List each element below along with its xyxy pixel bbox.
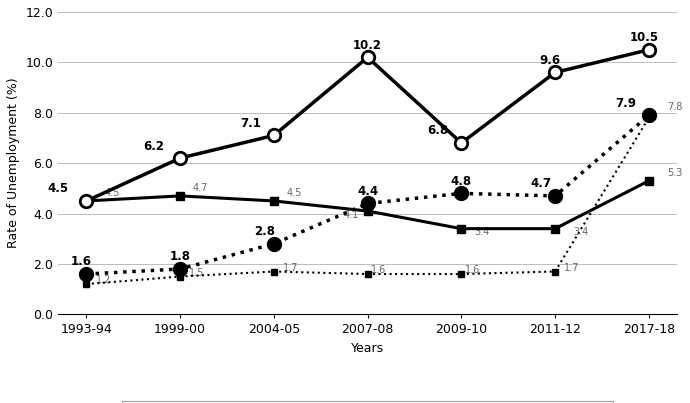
Text: 6.8: 6.8 (427, 125, 449, 137)
Text: 4.5: 4.5 (48, 183, 69, 195)
X-axis label: Years: Years (351, 342, 384, 355)
Text: 9.6: 9.6 (540, 54, 561, 67)
Text: 5.3: 5.3 (667, 168, 683, 178)
Text: 7.1: 7.1 (240, 117, 261, 130)
Text: 3.4: 3.4 (574, 227, 589, 237)
Text: 4.8: 4.8 (451, 175, 472, 188)
Text: 1.6: 1.6 (465, 265, 480, 275)
Text: 1.7: 1.7 (564, 263, 580, 273)
Text: 1.6: 1.6 (371, 265, 386, 275)
Text: 10.5: 10.5 (629, 31, 659, 44)
Text: 1.6: 1.6 (71, 256, 92, 268)
Text: 4.5: 4.5 (287, 189, 302, 198)
Text: 1.2: 1.2 (95, 275, 111, 285)
Text: 2.8: 2.8 (254, 225, 275, 238)
Text: 3.4: 3.4 (474, 227, 490, 237)
Text: 4.1: 4.1 (343, 210, 358, 220)
Text: 6.2: 6.2 (144, 139, 164, 153)
Legend: North-East (R), North-East (U), India (R), India (U): North-East (R), North-East (U), India (R… (122, 401, 613, 403)
Text: 4.4: 4.4 (357, 185, 378, 198)
Y-axis label: Rate of Unemployment (%): Rate of Unemployment (%) (7, 78, 20, 249)
Text: 7.9: 7.9 (615, 97, 636, 110)
Text: 4.7: 4.7 (531, 177, 551, 190)
Text: 7.8: 7.8 (667, 102, 683, 112)
Text: 4.7: 4.7 (193, 183, 208, 193)
Text: 4.5: 4.5 (105, 189, 120, 198)
Text: 1.5: 1.5 (189, 268, 205, 278)
Text: 1.7: 1.7 (283, 263, 298, 273)
Text: 1.8: 1.8 (170, 250, 190, 264)
Text: 10.2: 10.2 (353, 39, 382, 52)
